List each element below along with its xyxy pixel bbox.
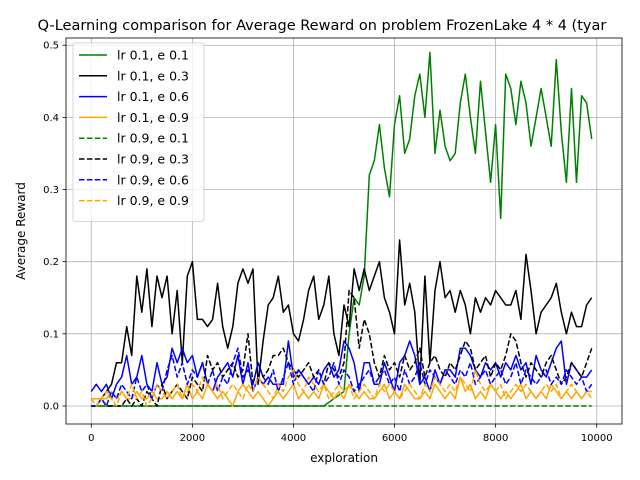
plot-lines xyxy=(90,51,593,407)
legend-label: lr 0.1, e 0.9 xyxy=(117,110,189,125)
x-tick-label: 2000 xyxy=(180,433,205,444)
legend-label: lr 0.9, e 0.6 xyxy=(117,172,189,187)
x-axis-label: exploration xyxy=(310,451,378,465)
legend-label: lr 0.1, e 0.6 xyxy=(117,89,189,104)
series-line-1 xyxy=(91,51,593,407)
series-line-2 xyxy=(91,239,593,407)
y-tick-label: 0.3 xyxy=(43,185,59,196)
x-tick-label: 10000 xyxy=(581,433,613,444)
x-tick-label: 4000 xyxy=(281,433,306,444)
legend-label: lr 0.9, e 0.9 xyxy=(117,193,189,208)
legend-label: lr 0.1, e 0.1 xyxy=(117,48,189,63)
legend: lr 0.1, e 0.1 lr 0.1, e 0.3 lr 0.1, e 0.6 l… xyxy=(72,42,205,222)
series-group xyxy=(90,51,593,407)
y-tick-label: 0.2 xyxy=(43,257,59,268)
legend-label: lr 0.1, e 0.3 xyxy=(117,68,189,83)
chart-title: Q-Learning comparison for Average Reward… xyxy=(38,18,607,34)
plot-frame xyxy=(65,37,623,425)
legend-label: lr 0.9, e 0.3 xyxy=(117,152,189,167)
series-line-3 xyxy=(90,340,593,400)
y-tick-label: 0.0 xyxy=(43,401,59,412)
y-axis-label: Average Reward xyxy=(14,182,28,280)
series-line-8 xyxy=(90,369,593,407)
y-tick-label: 0.5 xyxy=(43,41,59,52)
series-line-7 xyxy=(91,347,593,407)
axes: 0 2000 4000 6000 8000 10000 0.0 0.1 0.2 0.3 0.4 0.5 xyxy=(43,41,613,444)
x-tick-label: 6000 xyxy=(382,433,407,444)
y-tick-label: 0.1 xyxy=(43,329,59,340)
legend-box xyxy=(72,42,205,222)
x-tick-label: 8000 xyxy=(483,433,508,444)
y-tick-label: 0.4 xyxy=(43,113,59,124)
x-tick-label: 0 xyxy=(88,433,94,444)
legend-label: lr 0.9, e 0.1 xyxy=(117,131,189,146)
grid xyxy=(66,38,622,424)
series-line-6 xyxy=(91,289,593,407)
